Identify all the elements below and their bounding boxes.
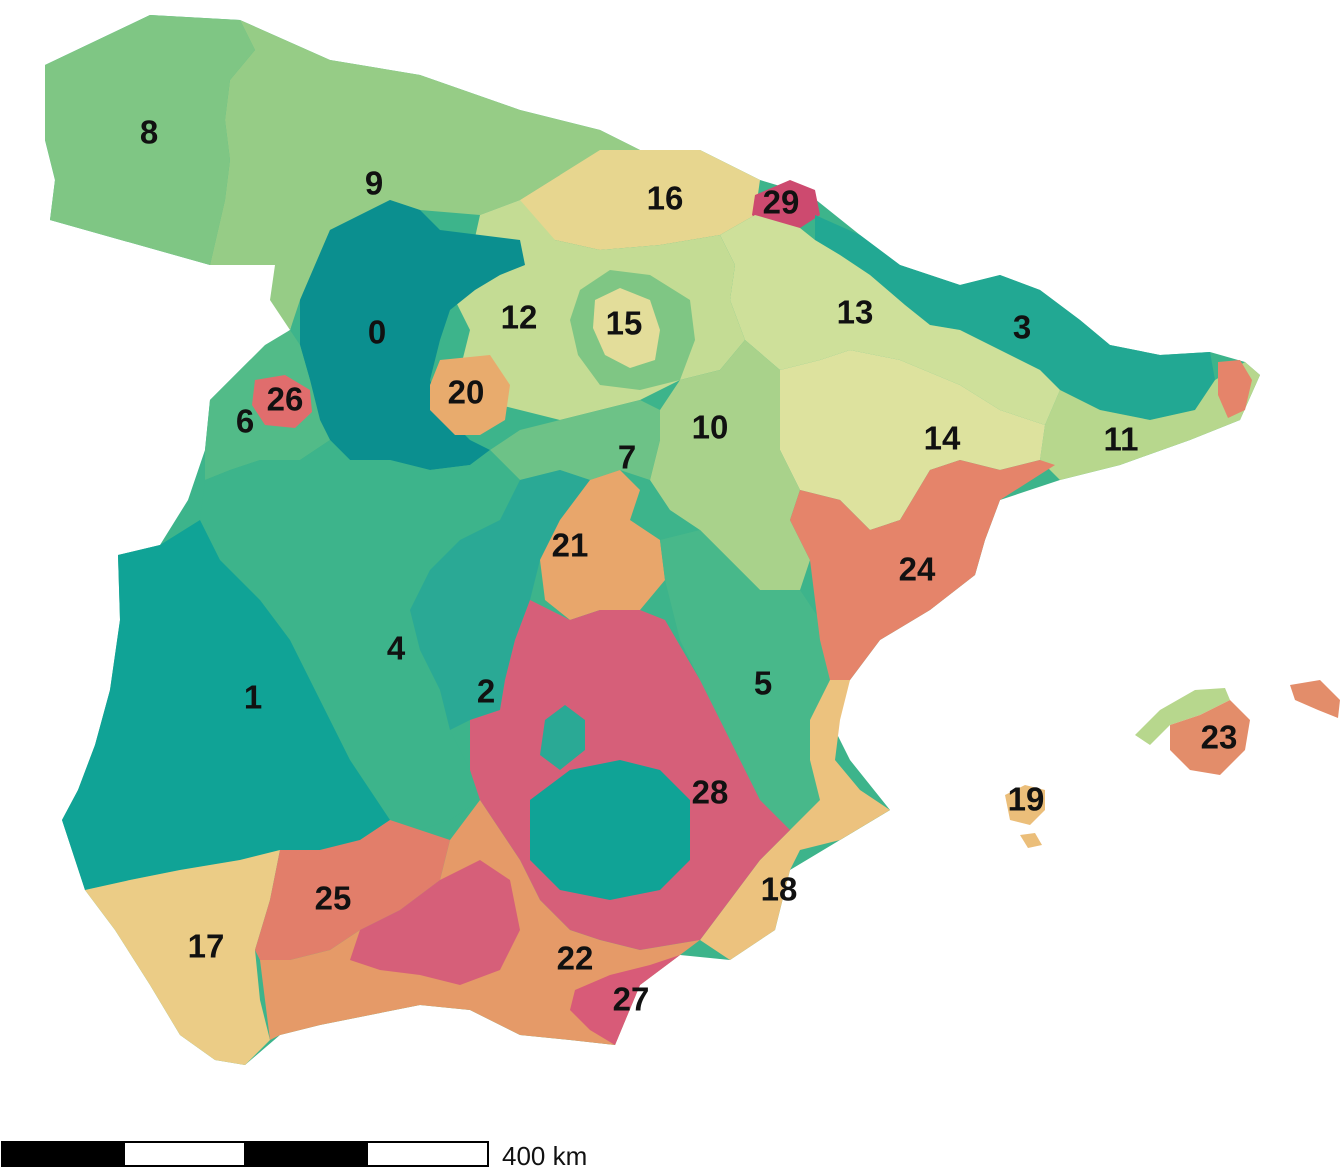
- label-3: 3: [1013, 309, 1031, 346]
- region-15: [593, 288, 660, 368]
- region-labels: 0 1 2 3 4 5 6 7 8 9 10 11 12 13 14 15 16…: [140, 114, 1238, 1018]
- island-mallorca-green: [1135, 688, 1230, 745]
- region-teal-south: [530, 760, 690, 900]
- scale-label: 400 km: [502, 1141, 587, 1170]
- region-17: [85, 850, 280, 1065]
- region-8: [45, 15, 255, 265]
- label-1: 1: [244, 679, 262, 716]
- label-16: 16: [647, 180, 684, 217]
- label-21: 21: [552, 527, 589, 564]
- region-0: [300, 200, 525, 470]
- label-20: 20: [448, 374, 485, 411]
- region-24-ne-patch: [1218, 360, 1252, 418]
- label-7: 7: [618, 439, 636, 476]
- scale-segment-3: [244, 1141, 368, 1167]
- island-mallorca: [1170, 700, 1250, 775]
- region-13: [720, 215, 1060, 425]
- region-18: [700, 680, 890, 960]
- region-5: [660, 530, 890, 840]
- label-24: 24: [899, 551, 936, 588]
- scale-bar: 400 km: [1, 1141, 587, 1170]
- label-4: 4: [387, 630, 406, 667]
- scale-segment-2: [123, 1141, 246, 1167]
- region-29: [752, 180, 820, 232]
- region-1: [62, 520, 390, 890]
- label-12: 12: [501, 299, 538, 336]
- label-19: 19: [1008, 781, 1045, 818]
- scale-segment-4: [366, 1141, 489, 1167]
- label-27: 27: [613, 981, 650, 1018]
- label-11: 11: [1104, 421, 1139, 458]
- region-2-inner: [540, 705, 585, 770]
- island-formentera: [1020, 833, 1042, 848]
- region-21: [540, 470, 665, 620]
- label-5: 5: [754, 665, 772, 702]
- region-4: [200, 440, 520, 830]
- region-14: [780, 350, 1045, 530]
- region-20: [430, 355, 510, 435]
- region-3: [815, 215, 1215, 420]
- region-27: [570, 955, 680, 1045]
- label-9: 9: [365, 165, 383, 202]
- label-14: 14: [924, 420, 961, 457]
- label-10: 10: [692, 409, 729, 446]
- region-25: [255, 820, 450, 960]
- label-2: 2: [477, 673, 495, 710]
- scale-segment-1: [1, 1141, 125, 1167]
- label-26: 26: [267, 381, 304, 418]
- island-menorca: [1290, 680, 1340, 718]
- region-16: [510, 150, 760, 250]
- label-28: 28: [692, 774, 729, 811]
- region-24: [790, 460, 1055, 680]
- label-23: 23: [1201, 719, 1238, 756]
- label-22: 22: [557, 940, 594, 977]
- label-17: 17: [188, 928, 225, 965]
- label-0: 0: [368, 314, 386, 351]
- label-13: 13: [837, 294, 874, 331]
- region-2: [410, 470, 590, 730]
- label-25: 25: [315, 880, 352, 917]
- region-26: [252, 375, 312, 428]
- region-11: [1040, 362, 1260, 480]
- region-28-south: [350, 860, 520, 985]
- region-9: [210, 20, 640, 330]
- island-ibiza: [1005, 785, 1045, 825]
- region-7: [490, 400, 660, 480]
- label-6: 6: [236, 403, 254, 440]
- label-18: 18: [761, 871, 798, 908]
- label-8: 8: [140, 114, 158, 151]
- label-29: 29: [763, 184, 800, 221]
- region-10: [650, 340, 810, 590]
- label-15: 15: [606, 305, 643, 342]
